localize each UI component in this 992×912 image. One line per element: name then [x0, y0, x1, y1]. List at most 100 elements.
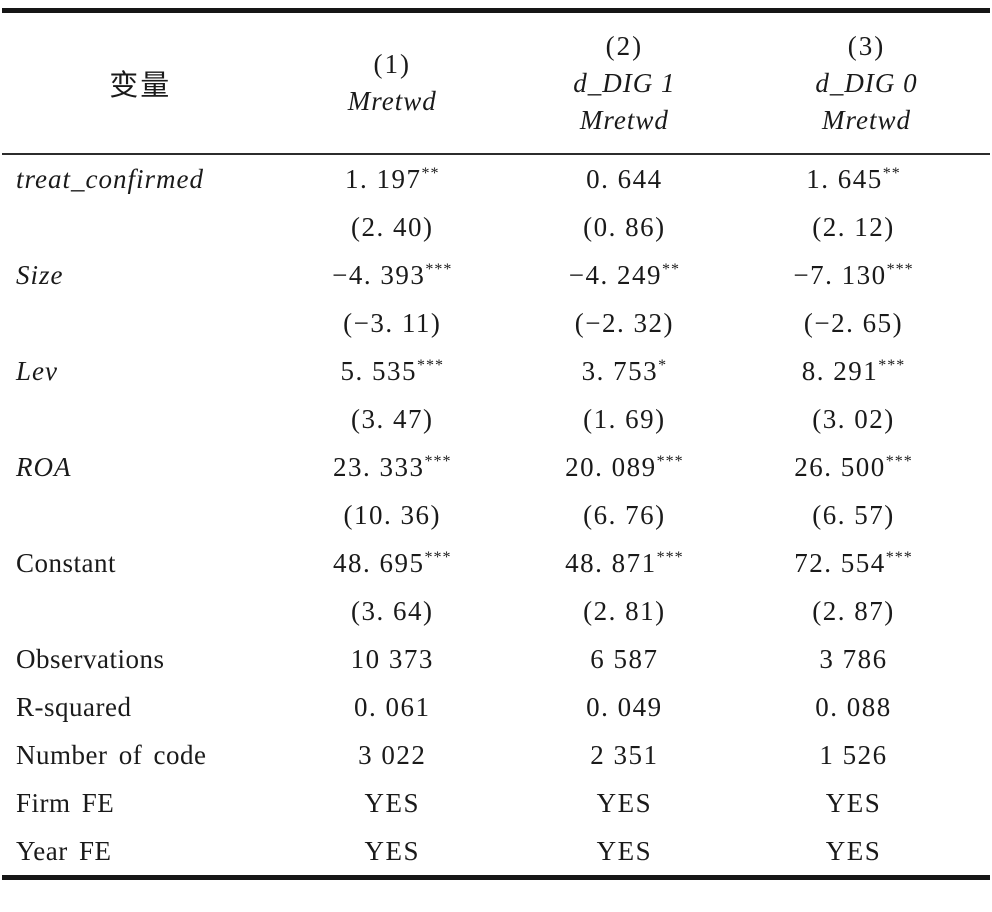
tstat-cell: (10. 36): [343, 499, 441, 530]
row-label: Lev: [16, 355, 58, 386]
row-label: R-squared: [16, 691, 132, 722]
row-label: treat_confirmed: [16, 163, 204, 194]
significance-stars: **: [882, 164, 901, 182]
table-row-tstat: (−3. 11) (−2. 32) (−2. 65): [2, 299, 990, 347]
stat-cell: 1 526: [819, 739, 888, 770]
tstat-cell: (−2. 65): [803, 307, 904, 338]
significance-stars: ***: [878, 356, 906, 374]
stat-cell: YES: [596, 787, 653, 818]
stat-cell: 0. 061: [353, 691, 431, 722]
table-row-treat-confirmed: treat_confirmed 1. 197** 0. 644 1. 645**: [2, 154, 990, 203]
stat-cell: 6 587: [590, 643, 659, 674]
coef-cell: 72. 554***: [794, 547, 913, 578]
stat-cell: YES: [825, 835, 882, 866]
stat-cell: YES: [364, 835, 420, 866]
tstat-cell: (2. 40): [351, 211, 434, 242]
dependent-variable: Mretwd: [579, 104, 669, 135]
tstat-cell: (1. 69): [583, 403, 666, 434]
subsample-label: d_DIG 1: [573, 67, 676, 98]
tstat-cell: (0. 86): [583, 211, 666, 242]
table-row-firm-fe: Firm FE YES YES YES: [2, 779, 990, 827]
coef-cell: 26. 500***: [794, 451, 913, 482]
column-number: (1): [373, 49, 411, 79]
table-row-constant: Constant 48. 695*** 48. 871*** 72. 554**…: [2, 539, 990, 587]
table-row-size: Size −4. 393*** −4. 249** −7. 130***: [2, 251, 990, 299]
significance-stars: **: [421, 164, 440, 182]
coef-cell: 3. 753*: [581, 355, 668, 386]
significance-stars: ***: [656, 452, 684, 470]
row-label: [2, 395, 279, 443]
stat-cell: 3 786: [819, 643, 888, 674]
significance-stars: **: [662, 260, 681, 278]
row-label: [2, 203, 279, 251]
tstat-cell: (2. 87): [812, 595, 895, 626]
stat-cell: 3 022: [358, 739, 427, 770]
table-row-tstat: (3. 64) (2. 81) (2. 87): [2, 587, 990, 635]
stat-cell: YES: [596, 835, 653, 866]
stat-cell: YES: [825, 787, 882, 818]
row-label: Firm FE: [16, 787, 115, 818]
stat-cell: 10 373: [350, 643, 434, 674]
dependent-variable: Mretwd: [347, 86, 437, 116]
coef-cell: −4. 393***: [332, 259, 453, 290]
significance-stars: ***: [416, 356, 444, 374]
row-label: Year FE: [16, 835, 112, 866]
column-number: (3): [847, 30, 886, 61]
coef-cell: 1. 197**: [344, 163, 440, 194]
row-label: Constant: [16, 547, 117, 578]
table-row-tstat: (3. 47) (1. 69) (3. 02): [2, 395, 990, 443]
row-label: [2, 587, 279, 635]
tstat-cell: (3. 47): [351, 403, 434, 434]
significance-stars: ***: [424, 548, 452, 566]
row-label: Number of code: [16, 739, 207, 770]
tstat-cell: (2. 12): [812, 211, 895, 242]
coef-cell: 23. 333***: [332, 451, 452, 482]
stat-cell: 2 351: [590, 739, 659, 770]
table-row-tstat: (2. 40) (0. 86) (2. 12): [2, 203, 990, 251]
row-label: Size: [16, 259, 64, 290]
tstat-cell: (2. 81): [583, 595, 666, 626]
tstat-cell: (3. 64): [351, 595, 434, 626]
dependent-variable: Mretwd: [821, 104, 911, 135]
significance-stars: ***: [885, 548, 913, 566]
table-row-lev: Lev 5. 535*** 3. 753* 8. 291***: [2, 347, 990, 395]
table-header-row: 变量 (1) Mretwd (2) d_DIG 1 Mretwd: [2, 10, 990, 155]
stat-cell: 0. 049: [586, 691, 663, 722]
table-row-number-of-code: Number of code 3 022 2 351 1 526: [2, 731, 990, 779]
table-row-r-squared: R-squared 0. 061 0. 049 0. 088: [2, 683, 990, 731]
coef-cell: 0. 644: [586, 163, 663, 194]
significance-stars: ***: [886, 260, 914, 278]
row-label: [2, 299, 279, 347]
table-row-roa: ROA 23. 333*** 20. 089*** 26. 500***: [2, 443, 990, 491]
header-variable-label: 变量: [2, 10, 279, 155]
column-number: (2): [605, 30, 644, 61]
stat-cell: YES: [364, 787, 420, 818]
coef-cell: 48. 695***: [332, 547, 452, 578]
table-row-year-fe: Year FE YES YES YES: [2, 827, 990, 878]
coef-cell: 8. 291***: [801, 355, 906, 386]
tstat-cell: (−3. 11): [343, 307, 442, 338]
significance-stars: ***: [425, 260, 453, 278]
regression-table: 变量 (1) Mretwd (2) d_DIG 1 Mretwd: [2, 8, 990, 880]
tstat-cell: (−2. 32): [574, 307, 675, 338]
table-row-tstat: (10. 36) (6. 76) (6. 57): [2, 491, 990, 539]
table-row-observations: Observations 10 373 6 587 3 786: [2, 635, 990, 683]
tstat-cell: (6. 57): [812, 499, 895, 530]
coef-cell: 1. 645**: [806, 163, 901, 194]
tstat-cell: (3. 02): [812, 403, 895, 434]
significance-stars: *: [658, 356, 668, 374]
significance-stars: ***: [656, 548, 684, 566]
coef-cell: 20. 089***: [565, 451, 684, 482]
coef-cell: −4. 249**: [568, 259, 681, 290]
significance-stars: ***: [424, 452, 452, 470]
coef-cell: 5. 535***: [340, 355, 444, 386]
row-label: Observations: [16, 643, 165, 674]
row-label: ROA: [16, 451, 72, 482]
coef-cell: −7. 130***: [793, 259, 914, 290]
tstat-cell: (6. 76): [583, 499, 666, 530]
coef-cell: 48. 871***: [565, 547, 684, 578]
header-column-3: (3) d_DIG 0 Mretwd: [742, 10, 990, 155]
subsample-label: d_DIG 0: [815, 67, 918, 98]
header-column-2: (2) d_DIG 1 Mretwd: [505, 10, 743, 155]
